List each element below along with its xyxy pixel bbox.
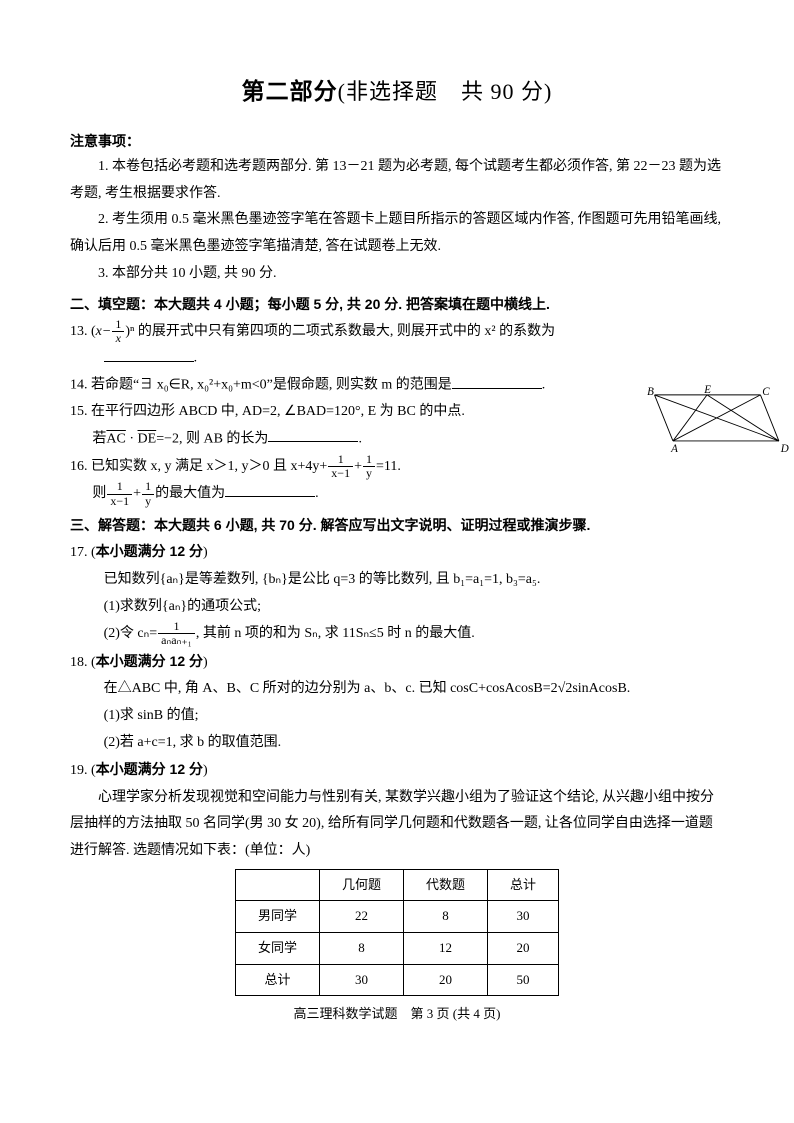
- table-row: 几何题 代数题 总计: [235, 869, 558, 901]
- q17-3b: , 其前 n 项的和为 Sₙ, 求 11Sₙ≤5 时 n 的最大值.: [196, 626, 475, 641]
- cell: 30: [488, 901, 559, 933]
- q18-2: (1)求 sinB 的值;: [104, 703, 724, 730]
- q15-line2: 若AC · DE=−2, 则 AB 的长为.: [92, 426, 724, 453]
- cell: 20: [404, 964, 488, 996]
- q16-d: .: [315, 486, 319, 501]
- plus: +: [354, 459, 362, 474]
- notice-heading: 注意事项：: [70, 128, 724, 155]
- cell: 50: [488, 964, 559, 996]
- q16-eq: =11.: [376, 459, 401, 474]
- q18-1: 在△ABC 中, 角 A、B、C 所对的边分别为 a、b、c. 已知 cosC+…: [104, 676, 724, 703]
- frac: 1x−1: [328, 453, 353, 480]
- cell: 8: [319, 932, 403, 964]
- notice-2: 2. 考生须用 0.5 毫米黑色墨迹签字笔在答题卡上题目所指示的答题区域内作答,…: [70, 207, 724, 260]
- vec-de: DE: [138, 431, 157, 446]
- cell: 20: [488, 932, 559, 964]
- svg-text:B: B: [647, 386, 654, 398]
- q16-b: 则: [92, 486, 106, 501]
- q17-3: (2)令 cₙ=1aₙaₙ₊₁, 其前 n 项的和为 Sₙ, 求 11Sₙ≤5 …: [104, 620, 724, 648]
- q13-c: .: [194, 351, 198, 366]
- title-bold: 第二部分: [242, 78, 338, 104]
- q13-b: )ⁿ 的展开式中只有第四项的二项式系数最大, 则展开式中的 x² 的系数为: [125, 324, 555, 339]
- section3-heading: 三、解答题：本大题共 6 小题, 共 70 分. 解答应写出文字说明、证明过程或…: [70, 512, 724, 539]
- q15-dot: ·: [126, 431, 138, 446]
- q18-3: (2)若 a+c=1, 求 b 的取值范围.: [104, 730, 724, 757]
- table-row: 女同学 8 12 20: [235, 932, 558, 964]
- cell: 代数题: [404, 869, 488, 901]
- q17-2: (1)求数列{aₙ}的通项公式;: [104, 594, 724, 621]
- q16: 16. 已知实数 x, y 满足 x＞1, y＞0 且 x+4y+1x−1+1y…: [70, 453, 724, 481]
- blank: [225, 481, 315, 497]
- q17-heading: 17. (本小题满分 12 分): [70, 538, 724, 567]
- svg-text:E: E: [703, 384, 711, 396]
- blank: [268, 426, 358, 442]
- page-footer: 高三理科数学试题 第 3 页 (共 4 页): [70, 1002, 724, 1027]
- notice-3: 3. 本部分共 10 小题, 共 90 分.: [70, 261, 724, 288]
- svg-text:A: A: [670, 443, 678, 452]
- q14: 14. 若命题“∃ x₀∈R, x₀²+x₀+m<0”是假命题, 则实数 m 的…: [70, 372, 724, 399]
- q19-heading: 19. (本小题满分 12 分): [70, 756, 724, 785]
- cell: 男同学: [235, 901, 319, 933]
- cell: 总计: [235, 964, 319, 996]
- q17-1: 已知数列{aₙ}是等差数列, {bₙ}是公比 q=3 的等比数列, 且 b₁=a…: [104, 567, 724, 594]
- table-row: 总计 30 20 50: [235, 964, 558, 996]
- q18-heading: 18. (本小题满分 12 分): [70, 648, 724, 677]
- blank: [104, 345, 194, 361]
- q15-a: 15. 在平行四边形 ABCD 中, AD=2, ∠BAD=120°, E 为 …: [70, 404, 465, 419]
- cell: 几何题: [319, 869, 403, 901]
- q15-pre: 若: [92, 431, 106, 446]
- frac: 1y: [363, 453, 375, 480]
- q17-3a: (2)令 cₙ=: [104, 626, 158, 641]
- q19-1: 心理学家分析发现视觉和空间能力与性别有关, 某数学兴趣小组为了验证这个结论, 从…: [70, 785, 724, 865]
- q15: 15. 在平行四边形 ABCD 中, AD=2, ∠BAD=120°, E 为 …: [70, 399, 724, 426]
- q13-frac: 1x: [112, 318, 124, 345]
- cell: 30: [319, 964, 403, 996]
- cell: 8: [404, 901, 488, 933]
- q14-a: 14. 若命题“∃ x₀∈R, x₀²+x₀+m<0”是假命题, 则实数 m 的…: [70, 378, 452, 393]
- q13: 13. (x−1x)ⁿ 的展开式中只有第四项的二项式系数最大, 则展开式中的 x…: [70, 318, 724, 346]
- cell: [235, 869, 319, 901]
- cell: 女同学: [235, 932, 319, 964]
- notice-1: 1. 本卷包括必考题和选考题两部分. 第 13－21 题为必考题, 每个试题考生…: [70, 154, 724, 207]
- blank: [452, 372, 542, 388]
- title-plain: (非选择题 共 90 分): [338, 79, 553, 104]
- svg-text:C: C: [762, 386, 770, 398]
- q15-c: .: [358, 431, 362, 446]
- frac: 1y: [142, 480, 154, 507]
- data-table: 几何题 代数题 总计 男同学 22 8 30 女同学 8 12 20 总计 30…: [235, 869, 559, 997]
- cell: 总计: [488, 869, 559, 901]
- vec-ac: AC: [106, 431, 125, 446]
- frac: 1aₙaₙ₊₁: [158, 620, 195, 647]
- q13-a: 13. (: [70, 324, 96, 339]
- q14-b: .: [542, 378, 546, 393]
- q13-x: x−: [96, 324, 112, 339]
- page-title: 第二部分(非选择题 共 90 分): [70, 70, 724, 114]
- q16-line2: 则1x−1+1y的最大值为.: [92, 480, 724, 508]
- q13-blank-line: .: [104, 345, 724, 372]
- frac: 1x−1: [107, 480, 132, 507]
- q15-eq: =−2, 则 AB 的长为: [156, 431, 268, 446]
- q16-c: 的最大值为: [155, 486, 225, 501]
- svg-text:D: D: [780, 443, 789, 452]
- cell: 22: [319, 901, 403, 933]
- q16-a: 16. 已知实数 x, y 满足 x＞1, y＞0 且 x+4y+: [70, 459, 327, 474]
- table-row: 男同学 22 8 30: [235, 901, 558, 933]
- cell: 12: [404, 932, 488, 964]
- section2-heading: 二、填空题：本大题共 4 小题；每小题 5 分, 共 20 分. 把答案填在题中…: [70, 291, 724, 318]
- plus: +: [133, 486, 141, 501]
